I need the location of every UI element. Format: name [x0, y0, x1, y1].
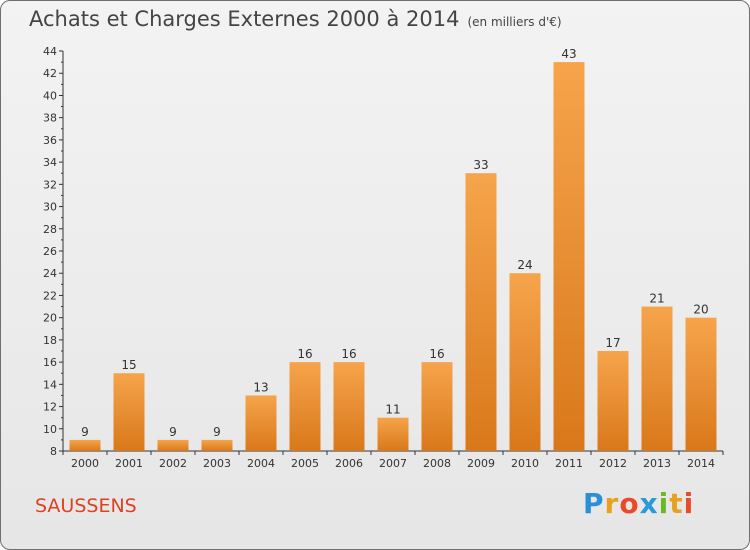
- logo-letter: x: [639, 487, 659, 520]
- bar: [509, 273, 541, 451]
- x-tick-label: 2004: [247, 457, 275, 470]
- bar: [69, 439, 101, 451]
- x-tick-label: 2014: [687, 457, 715, 470]
- y-tick-label: 20: [43, 312, 57, 325]
- y-tick-label: 16: [43, 356, 57, 369]
- bar: [465, 173, 497, 451]
- bar-value-label: 20: [693, 303, 708, 317]
- y-tick-label: 12: [43, 401, 57, 414]
- bar: [201, 439, 233, 451]
- y-tick-label: 30: [43, 201, 57, 214]
- x-tick-label: 2006: [335, 457, 363, 470]
- x-tick-label: 2010: [511, 457, 539, 470]
- y-tick-label: 24: [43, 267, 57, 280]
- y-tick-label: 36: [43, 134, 57, 147]
- bar-value-label: 9: [81, 425, 89, 439]
- proxiti-logo: Proxiti: [583, 487, 694, 520]
- logo-letter: r: [604, 487, 620, 520]
- bar: [333, 362, 365, 451]
- bar: [641, 306, 673, 451]
- x-tick-label: 2005: [291, 457, 319, 470]
- bar: [377, 417, 409, 451]
- y-tick-label: 40: [43, 89, 57, 102]
- logo-letter: o: [619, 487, 640, 520]
- bar-value-label: 16: [429, 347, 444, 361]
- x-tick-label: 2013: [643, 457, 671, 470]
- x-tick-label: 2009: [467, 457, 495, 470]
- bar: [685, 317, 717, 451]
- y-tick-label: 38: [43, 112, 57, 125]
- x-tick-label: 2007: [379, 457, 407, 470]
- chart-title-text: Achats et Charges Externes 2000 à 2014: [29, 7, 460, 31]
- bar: [553, 62, 585, 451]
- y-tick-label: 8: [50, 445, 57, 458]
- location-name: SAUSSENS: [35, 495, 137, 517]
- bar-value-label: 43: [561, 47, 576, 61]
- y-tick-label: 18: [43, 334, 57, 347]
- bar: [289, 362, 321, 451]
- logo-letter: t: [669, 487, 684, 520]
- bar: [597, 351, 629, 451]
- logo-letter: P: [583, 487, 605, 520]
- y-tick-label: 44: [43, 45, 57, 58]
- y-tick-label: 22: [43, 289, 57, 302]
- bar: [245, 395, 277, 451]
- x-tick-label: 2012: [599, 457, 627, 470]
- y-tick-label: 14: [43, 378, 57, 391]
- bar: [113, 373, 145, 451]
- x-tick-label: 2000: [71, 457, 99, 470]
- bar-value-label: 16: [297, 347, 312, 361]
- logo-letter: i: [683, 487, 695, 520]
- y-tick-label: 32: [43, 178, 57, 191]
- bar-value-label: 11: [385, 403, 400, 417]
- bar-value-label: 17: [605, 336, 620, 350]
- logo-letter: i: [658, 487, 670, 520]
- bar-value-label: 9: [213, 425, 221, 439]
- bar: [157, 439, 189, 451]
- chart-units: (en milliers d'€): [467, 15, 562, 29]
- bar-value-label: 13: [253, 380, 268, 394]
- bar-value-label: 21: [649, 292, 664, 306]
- bar-value-label: 24: [517, 258, 532, 272]
- y-tick-label: 42: [43, 67, 57, 80]
- y-tick-label: 10: [43, 423, 57, 436]
- bar-value-label: 33: [473, 158, 488, 172]
- x-tick-label: 2011: [555, 457, 583, 470]
- y-tick-label: 26: [43, 245, 57, 258]
- bar-value-label: 16: [341, 347, 356, 361]
- x-tick-label: 2001: [115, 457, 143, 470]
- x-tick-label: 2008: [423, 457, 451, 470]
- bar: [421, 362, 453, 451]
- bar-value-label: 15: [121, 358, 136, 372]
- chart-title: Achats et Charges Externes 2000 à 2014 (e…: [29, 7, 562, 31]
- x-tick-label: 2003: [203, 457, 231, 470]
- x-tick-label: 2002: [159, 457, 187, 470]
- bar-value-label: 9: [169, 425, 177, 439]
- y-tick-label: 28: [43, 223, 57, 236]
- y-tick-label: 34: [43, 156, 57, 169]
